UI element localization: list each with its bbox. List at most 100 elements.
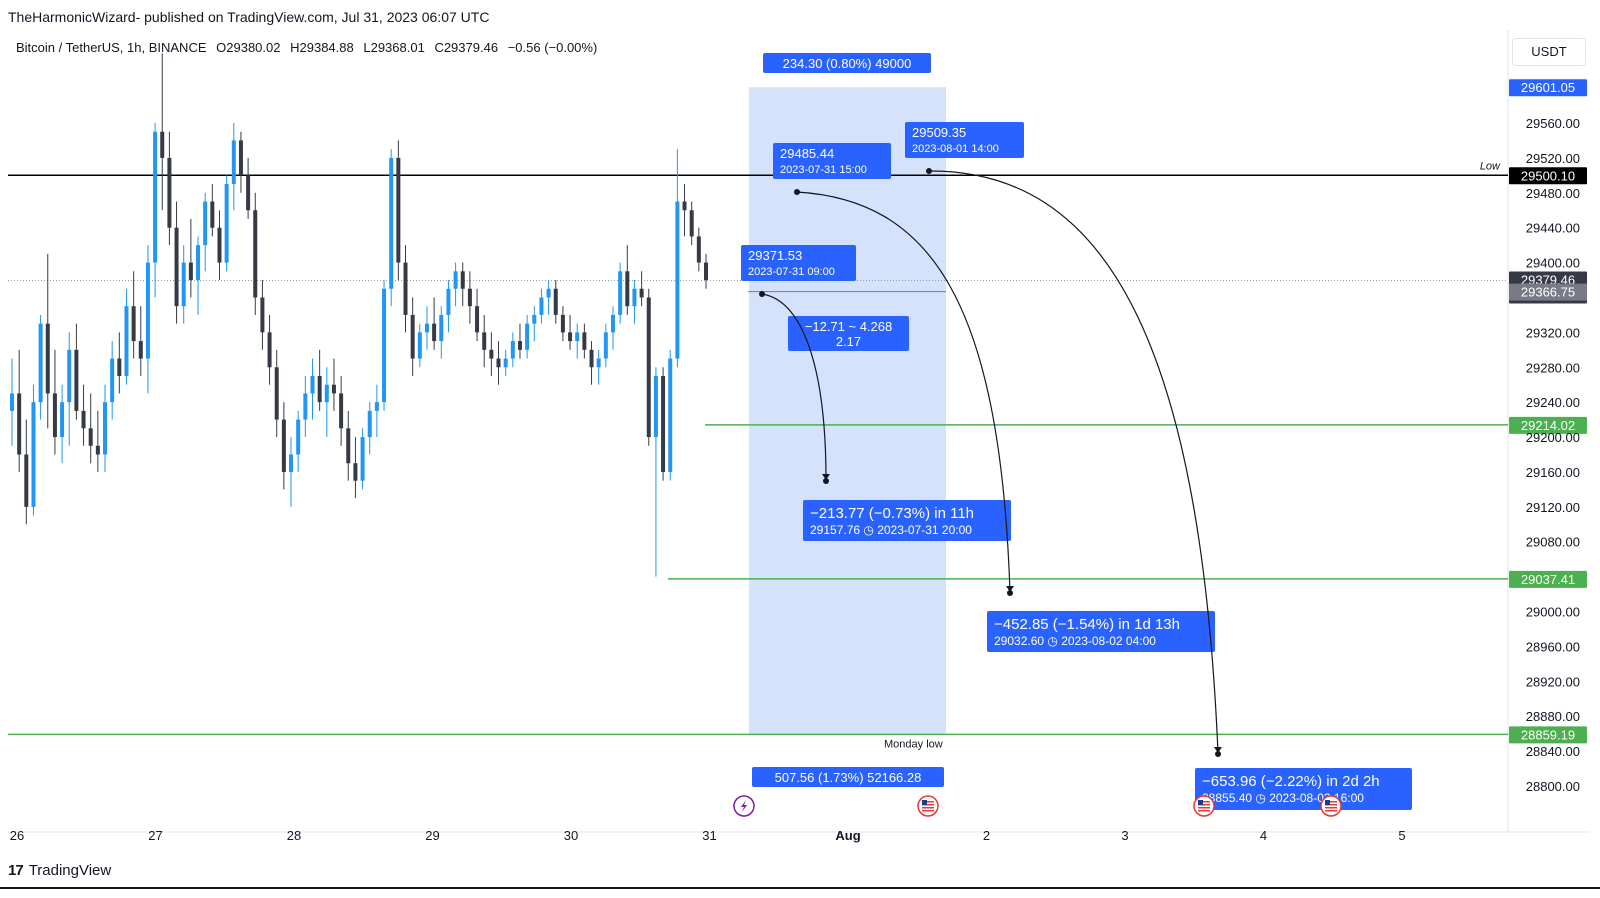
publish-info: TheHarmonicWizard- published on TradingV… xyxy=(8,9,490,25)
point-label-1[interactable]: 29485.44 2023-07-31 15:00 xyxy=(773,143,891,179)
candle-body xyxy=(575,332,580,342)
candle-body xyxy=(124,306,129,376)
us-flag-event-icon[interactable] xyxy=(1193,795,1215,817)
us-flag-event-icon[interactable] xyxy=(917,795,939,817)
x-tick-label: 3 xyxy=(1121,828,1128,843)
candle-body xyxy=(675,201,680,359)
point-label-0-text: 29371.53 xyxy=(748,248,802,263)
candle-body xyxy=(582,332,587,350)
candle-body xyxy=(331,384,336,394)
y-tick-label: 29480.00 xyxy=(1526,186,1580,201)
flag-stripe xyxy=(922,810,934,812)
candle-body xyxy=(646,297,651,438)
candle-body xyxy=(489,349,494,359)
projection-curve-0[interactable] xyxy=(761,293,827,481)
us-flag-event-icon[interactable] xyxy=(1320,795,1342,817)
candle-body xyxy=(210,201,215,228)
range-bottom-label-text: 507.56 (1.73%) 52166.28 xyxy=(775,770,922,785)
tradingview-logo[interactable]: 17 TradingView xyxy=(8,862,111,879)
flag-canton xyxy=(1198,800,1203,805)
level-price-text-monday-low: 28859.19 xyxy=(1521,727,1575,742)
projection-label-1-bg xyxy=(987,611,1215,652)
candle-body xyxy=(246,175,251,211)
x-tick-label: 29 xyxy=(425,828,439,843)
candle-body xyxy=(160,131,165,158)
candle-body xyxy=(661,375,666,472)
projection-arrow-icon xyxy=(1214,747,1222,753)
candle-body xyxy=(453,271,458,289)
x-tick-label: 5 xyxy=(1398,828,1405,843)
candle-body xyxy=(181,262,186,307)
range-top-label-bg xyxy=(763,53,931,73)
candle-body xyxy=(317,375,322,403)
candle-body xyxy=(389,157,394,289)
symbol-legend: Bitcoin / TetherUS, 1h, BINANCE O29380.0… xyxy=(16,40,603,55)
point-label-2-text: 2023-08-01 14:00 xyxy=(912,143,999,155)
y-tick-label: 29200.00 xyxy=(1526,430,1580,445)
y-tick-label: 29560.00 xyxy=(1526,116,1580,131)
candle-body xyxy=(224,184,229,263)
projection-target-point xyxy=(1007,590,1013,596)
candle-body xyxy=(324,384,329,403)
us-flag-event-icon-ring xyxy=(917,795,939,817)
y-tick-label: 28920.00 xyxy=(1526,674,1580,689)
level-price-tag-support-1 xyxy=(1509,416,1587,434)
flag-stripe xyxy=(922,807,934,809)
candle-body xyxy=(95,445,100,455)
candle-body xyxy=(503,358,508,368)
candle-body xyxy=(67,349,72,403)
candle-body xyxy=(174,227,179,307)
candle-body xyxy=(153,131,158,263)
candle-body xyxy=(475,306,480,333)
candle-body xyxy=(38,323,43,403)
candle-body xyxy=(696,236,701,263)
point-label-1-text: 2023-07-31 15:00 xyxy=(780,164,867,176)
point-label-0[interactable]: 29371.53 2023-07-31 09:00 xyxy=(741,245,856,281)
projection-curve-2[interactable] xyxy=(928,170,1219,754)
candles xyxy=(10,53,708,577)
ohlc-change: −0.56 (−0.00%) xyxy=(507,40,598,55)
candle-body xyxy=(188,262,193,281)
lightning-event-icon[interactable] xyxy=(733,795,755,817)
currency-button[interactable]: USDT xyxy=(1512,38,1586,66)
candle-body xyxy=(10,393,14,411)
candle-body xyxy=(510,341,515,359)
flag-stripe xyxy=(1325,807,1337,809)
flag-canton xyxy=(922,800,927,805)
candle-body xyxy=(367,410,372,438)
projection-label-0-bg xyxy=(803,500,1011,541)
point-label-1-text: 29485.44 xyxy=(780,146,834,161)
y-tick-label: 28800.00 xyxy=(1526,779,1580,794)
candle-body xyxy=(274,367,279,420)
candle-body xyxy=(339,393,344,429)
candle-body xyxy=(610,314,615,333)
point-label-2[interactable]: 29509.35 2023-08-01 14:00 xyxy=(905,122,1024,158)
candle-body xyxy=(482,332,487,350)
candle-body xyxy=(281,419,286,472)
range-bottom-label[interactable]: 507.56 (1.73%) 52166.28 xyxy=(752,767,944,787)
candle-body xyxy=(410,314,415,359)
candle-body xyxy=(45,323,50,394)
symbol-name[interactable]: Bitcoin / TetherUS, 1h, BINANCE xyxy=(16,40,207,55)
candle-body xyxy=(639,288,644,298)
candle-body xyxy=(546,288,551,298)
candle-body xyxy=(24,454,29,507)
candle-body xyxy=(296,419,301,455)
candle-body xyxy=(81,410,86,429)
level-price-tag-Low xyxy=(1509,167,1587,185)
us-flag-event-icon-ring xyxy=(1320,795,1342,817)
x-tick-label: 28 xyxy=(287,828,301,843)
date-price-range-box[interactable] xyxy=(749,87,946,735)
candle-body xyxy=(203,201,208,246)
candle-body xyxy=(374,402,379,411)
candle-body xyxy=(238,140,243,176)
range-top-label[interactable]: 234.30 (0.80%) 49000 xyxy=(763,53,931,73)
ratio-label-text: 2.17 xyxy=(836,334,861,349)
projection-curve-1[interactable] xyxy=(796,191,1011,593)
